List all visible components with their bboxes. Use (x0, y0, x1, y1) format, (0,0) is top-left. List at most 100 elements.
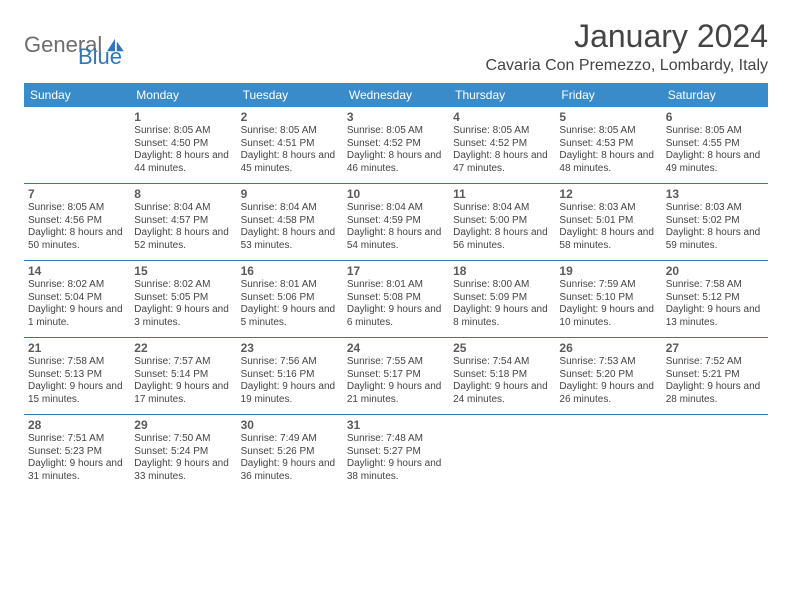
daylight-line: Daylight: 9 hours and 10 minutes. (559, 304, 657, 329)
day-number: 10 (347, 187, 445, 201)
sunset-line: Sunset: 5:00 PM (453, 215, 551, 228)
daylight-line: Daylight: 9 hours and 6 minutes. (347, 304, 445, 329)
sunrise-line: Sunrise: 8:05 AM (453, 125, 551, 138)
sunrise-line: Sunrise: 7:55 AM (347, 356, 445, 369)
weeks-container: 1Sunrise: 8:05 AMSunset: 4:50 PMDaylight… (24, 107, 768, 491)
day-cell (662, 415, 768, 491)
logo: General Blue (24, 22, 126, 68)
sunset-line: Sunset: 5:12 PM (666, 292, 764, 305)
day-cell (449, 415, 555, 491)
day-header: Saturday (662, 83, 768, 107)
title-block: January 2024 Cavaria Con Premezzo, Lomba… (486, 18, 768, 75)
sunrise-line: Sunrise: 8:04 AM (241, 202, 339, 215)
daylight-line: Daylight: 8 hours and 50 minutes. (28, 227, 126, 252)
sunset-line: Sunset: 5:06 PM (241, 292, 339, 305)
sunset-line: Sunset: 5:05 PM (134, 292, 232, 305)
day-cell: 31Sunrise: 7:48 AMSunset: 5:27 PMDayligh… (343, 415, 449, 491)
sunset-line: Sunset: 4:50 PM (134, 138, 232, 151)
sunrise-line: Sunrise: 7:53 AM (559, 356, 657, 369)
day-number: 23 (241, 341, 339, 355)
day-number: 21 (28, 341, 126, 355)
day-cell: 28Sunrise: 7:51 AMSunset: 5:23 PMDayligh… (24, 415, 130, 491)
day-cell: 4Sunrise: 8:05 AMSunset: 4:52 PMDaylight… (449, 107, 555, 183)
sunset-line: Sunset: 5:10 PM (559, 292, 657, 305)
day-number: 9 (241, 187, 339, 201)
sunrise-line: Sunrise: 8:05 AM (28, 202, 126, 215)
sunset-line: Sunset: 5:27 PM (347, 446, 445, 459)
day-cell: 5Sunrise: 8:05 AMSunset: 4:53 PMDaylight… (555, 107, 661, 183)
sunset-line: Sunset: 4:51 PM (241, 138, 339, 151)
sunrise-line: Sunrise: 7:58 AM (666, 279, 764, 292)
day-cell: 2Sunrise: 8:05 AMSunset: 4:51 PMDaylight… (237, 107, 343, 183)
day-header: Wednesday (343, 83, 449, 107)
day-number: 17 (347, 264, 445, 278)
day-cell (24, 107, 130, 183)
day-cell: 20Sunrise: 7:58 AMSunset: 5:12 PMDayligh… (662, 261, 768, 337)
daylight-line: Daylight: 9 hours and 13 minutes. (666, 304, 764, 329)
day-cell: 12Sunrise: 8:03 AMSunset: 5:01 PMDayligh… (555, 184, 661, 260)
sunrise-line: Sunrise: 8:05 AM (134, 125, 232, 138)
sunrise-line: Sunrise: 8:04 AM (347, 202, 445, 215)
sunrise-line: Sunrise: 7:56 AM (241, 356, 339, 369)
sunset-line: Sunset: 5:04 PM (28, 292, 126, 305)
daylight-line: Daylight: 8 hours and 47 minutes. (453, 150, 551, 175)
day-header: Thursday (449, 83, 555, 107)
daylight-line: Daylight: 9 hours and 3 minutes. (134, 304, 232, 329)
sunset-line: Sunset: 4:57 PM (134, 215, 232, 228)
sunrise-line: Sunrise: 8:04 AM (134, 202, 232, 215)
sunset-line: Sunset: 5:14 PM (134, 369, 232, 382)
sunset-line: Sunset: 5:26 PM (241, 446, 339, 459)
day-number: 24 (347, 341, 445, 355)
day-number: 19 (559, 264, 657, 278)
week-row: 21Sunrise: 7:58 AMSunset: 5:13 PMDayligh… (24, 338, 768, 415)
week-row: 7Sunrise: 8:05 AMSunset: 4:56 PMDaylight… (24, 184, 768, 261)
day-cell: 17Sunrise: 8:01 AMSunset: 5:08 PMDayligh… (343, 261, 449, 337)
day-cell: 29Sunrise: 7:50 AMSunset: 5:24 PMDayligh… (130, 415, 236, 491)
daylight-line: Daylight: 8 hours and 59 minutes. (666, 227, 764, 252)
month-title: January 2024 (486, 18, 768, 55)
day-number: 11 (453, 187, 551, 201)
sunrise-line: Sunrise: 7:51 AM (28, 433, 126, 446)
daylight-line: Daylight: 9 hours and 36 minutes. (241, 458, 339, 483)
daylight-line: Daylight: 9 hours and 5 minutes. (241, 304, 339, 329)
day-cell: 10Sunrise: 8:04 AMSunset: 4:59 PMDayligh… (343, 184, 449, 260)
day-cell: 15Sunrise: 8:02 AMSunset: 5:05 PMDayligh… (130, 261, 236, 337)
daylight-line: Daylight: 8 hours and 58 minutes. (559, 227, 657, 252)
day-cell: 22Sunrise: 7:57 AMSunset: 5:14 PMDayligh… (130, 338, 236, 414)
day-number: 5 (559, 110, 657, 124)
day-number: 29 (134, 418, 232, 432)
daylight-line: Daylight: 9 hours and 33 minutes. (134, 458, 232, 483)
day-number: 14 (28, 264, 126, 278)
day-cell: 6Sunrise: 8:05 AMSunset: 4:55 PMDaylight… (662, 107, 768, 183)
sunset-line: Sunset: 4:52 PM (347, 138, 445, 151)
sunset-line: Sunset: 5:09 PM (453, 292, 551, 305)
day-number: 8 (134, 187, 232, 201)
sunrise-line: Sunrise: 7:57 AM (134, 356, 232, 369)
sunset-line: Sunset: 5:16 PM (241, 369, 339, 382)
day-number: 31 (347, 418, 445, 432)
day-number: 25 (453, 341, 551, 355)
sunrise-line: Sunrise: 7:54 AM (453, 356, 551, 369)
location: Cavaria Con Premezzo, Lombardy, Italy (486, 57, 768, 75)
daylight-line: Daylight: 9 hours and 26 minutes. (559, 381, 657, 406)
sunset-line: Sunset: 4:56 PM (28, 215, 126, 228)
daylight-line: Daylight: 8 hours and 44 minutes. (134, 150, 232, 175)
day-cell: 23Sunrise: 7:56 AMSunset: 5:16 PMDayligh… (237, 338, 343, 414)
daylight-line: Daylight: 8 hours and 48 minutes. (559, 150, 657, 175)
daylight-line: Daylight: 9 hours and 38 minutes. (347, 458, 445, 483)
day-number: 28 (28, 418, 126, 432)
daylight-line: Daylight: 9 hours and 8 minutes. (453, 304, 551, 329)
day-header: Tuesday (237, 83, 343, 107)
sunset-line: Sunset: 5:24 PM (134, 446, 232, 459)
sunrise-line: Sunrise: 8:02 AM (28, 279, 126, 292)
sunrise-line: Sunrise: 8:01 AM (241, 279, 339, 292)
day-number: 1 (134, 110, 232, 124)
daylight-line: Daylight: 9 hours and 19 minutes. (241, 381, 339, 406)
sunrise-line: Sunrise: 7:50 AM (134, 433, 232, 446)
day-number: 2 (241, 110, 339, 124)
sunrise-line: Sunrise: 8:00 AM (453, 279, 551, 292)
sunrise-line: Sunrise: 8:03 AM (559, 202, 657, 215)
sunset-line: Sunset: 4:59 PM (347, 215, 445, 228)
daylight-line: Daylight: 9 hours and 31 minutes. (28, 458, 126, 483)
day-cell: 7Sunrise: 8:05 AMSunset: 4:56 PMDaylight… (24, 184, 130, 260)
